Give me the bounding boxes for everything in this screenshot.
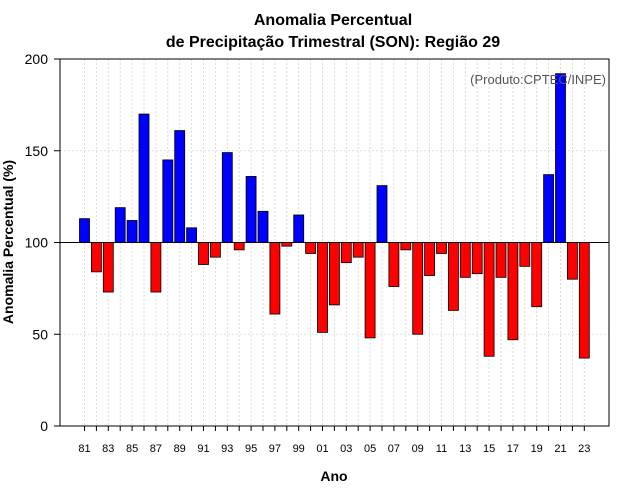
x-tick-label: 23 [578,443,590,455]
bar-87 [150,242,162,293]
bar-04 [352,242,364,258]
x-tick-label: 13 [459,443,471,455]
x-tick-label: 97 [269,443,281,455]
y-axis-label: Anomalia Percentual (%) [0,160,16,324]
bar-05 [364,242,376,339]
bar-21 [555,73,566,243]
x-tick-label: 91 [197,443,209,455]
x-tick-label: 83 [102,443,114,455]
bar-86 [138,113,150,243]
x-tick-label: 19 [531,443,543,455]
x-tick-label: 89 [174,443,186,455]
bar-00 [305,242,317,254]
x-tick-label: 05 [364,443,376,455]
bar-94 [233,242,245,251]
bar-11 [436,242,447,254]
x-axis: 81 83 85 87 89 91 93 95 97 99 01 03 05 07 09 11 13 15 17 19… [78,426,590,455]
bar-88 [162,159,174,243]
bar-09 [412,242,424,335]
x-tick-label: 15 [483,443,495,455]
chart-title-line1: Anomalia Percentual [254,12,412,29]
bar-23 [578,242,590,359]
bar-16 [495,242,507,278]
bar-22 [567,242,578,280]
x-tick-label: 03 [340,443,352,455]
bar-02 [328,242,340,306]
y-axis: 0 50 100 150 200 [25,51,60,434]
bar-12 [447,242,459,311]
credit-text: (Produto:CPTEC/INPE) [470,72,606,87]
bar-91 [198,242,209,265]
y-tick-label: 50 [32,326,48,342]
bar-92 [209,242,221,258]
bar-96 [257,210,269,243]
x-axis-label: Ano [320,468,347,484]
x-tick-label: 07 [388,443,400,455]
x-tick-label: 17 [507,443,519,455]
bar-07 [388,242,400,287]
x-tick-label: 09 [412,443,424,455]
x-tick-label: 95 [245,443,257,455]
bar-14 [471,242,483,275]
x-tick-label: 99 [293,443,305,455]
bar-10 [424,242,436,276]
x-tick-label: 11 [436,443,447,455]
bar-90 [186,227,198,243]
bar-98 [281,242,293,247]
bar-17 [507,242,519,341]
bar-03 [340,242,352,264]
bar-20 [543,174,554,243]
bar-82 [91,242,102,273]
x-tick-label: 93 [221,443,233,455]
bar-81 [79,218,90,243]
y-tick-label: 150 [25,143,49,159]
bar-99 [293,214,305,243]
bar-18 [519,242,531,267]
bars [79,73,590,359]
bar-08 [400,242,412,251]
bar-15 [483,242,495,357]
x-tick-label: 85 [126,443,138,455]
bar-19 [531,242,543,308]
y-tick-label: 100 [25,235,49,251]
bar-93 [221,152,233,243]
x-tick-label: 81 [78,443,90,455]
y-tick-label: 0 [40,418,48,434]
x-tick-label: 21 [554,443,566,455]
chart-title-line2: de Precipitação Trimestral (SON): Região… [166,34,500,51]
bar-13 [459,242,471,278]
bar-95 [245,176,257,243]
bar-83 [102,242,114,293]
bar-84 [114,207,126,243]
bar-89 [174,130,186,243]
x-tick-label: 87 [150,443,162,455]
bar-06 [376,185,388,243]
bar-85 [126,220,138,243]
bar-97 [269,242,281,315]
bar-01 [317,242,328,333]
x-tick-label: 01 [316,443,328,455]
y-tick-label: 200 [25,51,49,67]
